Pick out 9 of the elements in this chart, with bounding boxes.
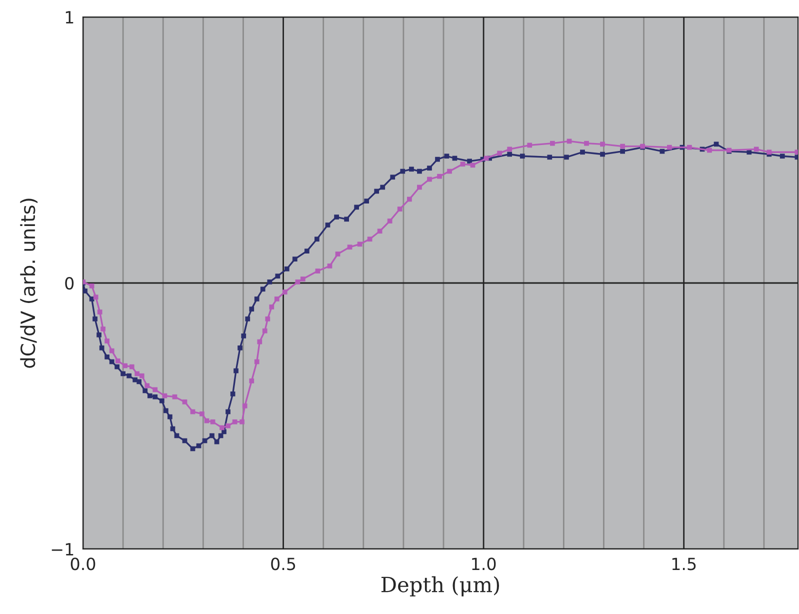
y-tick-label: 1 <box>66 11 74 24</box>
x-tick-label: 1.5 <box>672 558 696 570</box>
y-tick-label: −1 <box>52 543 74 556</box>
x-axis-title: Depth (μm) <box>381 576 500 596</box>
x-tick-label: 0.5 <box>271 558 296 570</box>
y-tick-label: 0 <box>65 276 74 290</box>
y-axis-title: dC/dV (arb. units) <box>20 198 38 368</box>
x-tick-label: 0.0 <box>70 558 96 570</box>
x-tick-label: 1.0 <box>472 558 496 570</box>
